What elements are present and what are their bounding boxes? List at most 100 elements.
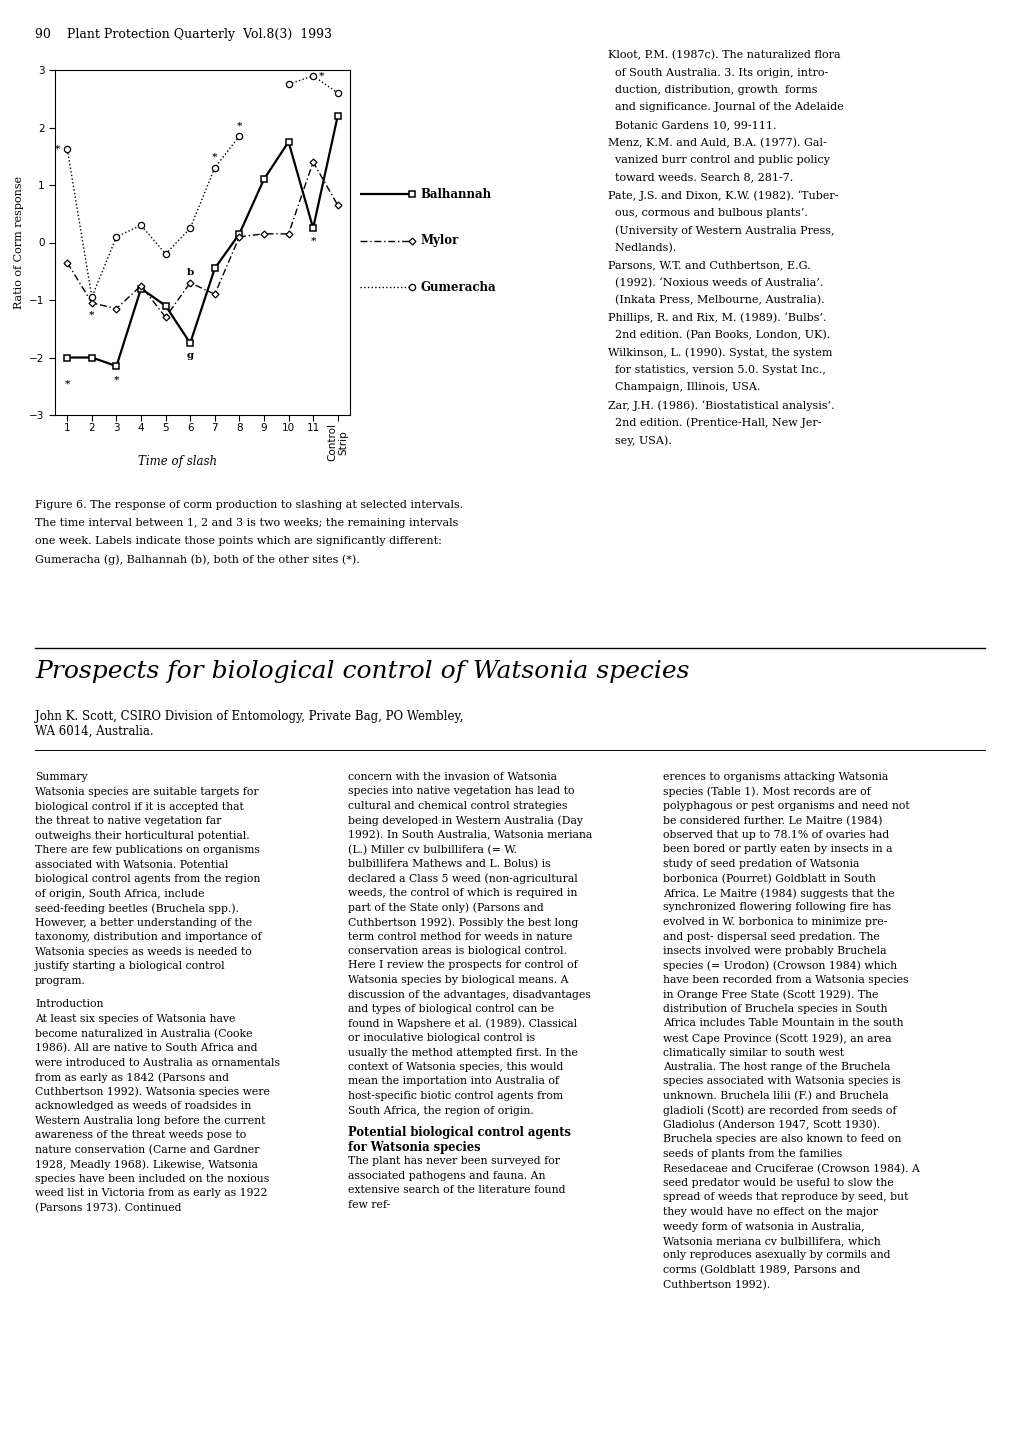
Text: evolved in W. borbonica to minimize pre-: evolved in W. borbonica to minimize pre- — [662, 916, 887, 926]
Text: in Orange Free State (Scott 1929). The: in Orange Free State (Scott 1929). The — [662, 990, 877, 1000]
Text: nature conservation (Carne and Gardner: nature conservation (Carne and Gardner — [35, 1144, 259, 1154]
Text: John K. Scott, CSIRO Division of Entomology, Private Bag, PO Wembley,: John K. Scott, CSIRO Division of Entomol… — [35, 710, 463, 723]
Text: insects involved were probably Bruchela: insects involved were probably Bruchela — [662, 947, 886, 957]
Text: Zar, J.H. (1986). ‘Biostatistical analysis’.: Zar, J.H. (1986). ‘Biostatistical analys… — [607, 400, 834, 411]
Text: Here I review the prospects for control of: Here I review the prospects for control … — [347, 961, 577, 971]
Text: Australia. The host range of the Bruchela: Australia. The host range of the Bruchel… — [662, 1062, 890, 1072]
Text: Summary: Summary — [35, 772, 88, 782]
Text: species (Table 1). Most records are of: species (Table 1). Most records are of — [662, 786, 870, 797]
Text: Resedaceae and Cruciferae (Crowson 1984). A: Resedaceae and Cruciferae (Crowson 1984)… — [662, 1163, 919, 1173]
Text: However, a better understanding of the: However, a better understanding of the — [35, 918, 252, 928]
Text: taxonomy, distribution and importance of: taxonomy, distribution and importance of — [35, 932, 261, 942]
Text: weeds, the control of which is required in: weeds, the control of which is required … — [347, 887, 577, 898]
Text: observed that up to 78.1% of ovaries had: observed that up to 78.1% of ovaries had — [662, 830, 889, 840]
Text: toward weeds. Search 8, 281-7.: toward weeds. Search 8, 281-7. — [607, 173, 793, 182]
Text: Prospects for biological control of Watsonia species: Prospects for biological control of Wats… — [35, 659, 689, 683]
Text: *: * — [212, 153, 217, 162]
Text: usually the method attempted first. In the: usually the method attempted first. In t… — [347, 1048, 578, 1058]
Text: Nedlands).: Nedlands). — [607, 242, 676, 253]
Text: of origin, South Africa, include: of origin, South Africa, include — [35, 889, 204, 899]
Text: being developed in Western Australia (Day: being developed in Western Australia (Da… — [347, 815, 583, 825]
Text: they would have no effect on the major: they would have no effect on the major — [662, 1206, 877, 1216]
Text: awareness of the threat weeds pose to: awareness of the threat weeds pose to — [35, 1130, 246, 1140]
Text: *: * — [163, 315, 168, 323]
Text: There are few publications on organisms: There are few publications on organisms — [35, 846, 260, 856]
Text: concern with the invasion of Watsonia: concern with the invasion of Watsonia — [347, 772, 556, 782]
Text: associated pathogens and fauna. An: associated pathogens and fauna. An — [347, 1170, 545, 1180]
Text: few ref-: few ref- — [347, 1199, 390, 1209]
Text: (Parsons 1973). Continued: (Parsons 1973). Continued — [35, 1202, 181, 1214]
Text: *: * — [89, 312, 95, 320]
Text: and post- dispersal seed predation. The: and post- dispersal seed predation. The — [662, 932, 878, 941]
Text: 2nd edition. (Prentice-Hall, New Jer-: 2nd edition. (Prentice-Hall, New Jer- — [607, 417, 820, 429]
Text: Balhannah: Balhannah — [421, 188, 491, 201]
Text: only reproduces asexually by cormils and: only reproduces asexually by cormils and — [662, 1251, 890, 1261]
Text: Phillips, R. and Rix, M. (1989). ‘Bulbs’.: Phillips, R. and Rix, M. (1989). ‘Bulbs’… — [607, 313, 825, 323]
Text: distribution of Bruchela species in South: distribution of Bruchela species in Sout… — [662, 1004, 887, 1014]
Text: Bruchela species are also known to feed on: Bruchela species are also known to feed … — [662, 1134, 901, 1144]
Text: Champaign, Illinois, USA.: Champaign, Illinois, USA. — [607, 382, 759, 392]
Text: Gladiolus (Anderson 1947, Scott 1930).: Gladiolus (Anderson 1947, Scott 1930). — [662, 1120, 879, 1130]
Text: justify starting a biological control: justify starting a biological control — [35, 961, 224, 971]
Text: (Inkata Press, Melbourne, Australia).: (Inkata Press, Melbourne, Australia). — [607, 294, 823, 306]
Text: Watsonia species by biological means. A: Watsonia species by biological means. A — [347, 975, 568, 986]
Text: Gumeracha: Gumeracha — [421, 281, 496, 294]
Text: acknowledged as weeds of roadsides in: acknowledged as weeds of roadsides in — [35, 1101, 251, 1111]
Text: vanized burr control and public policy: vanized burr control and public policy — [607, 154, 829, 165]
Text: Pate, J.S. and Dixon, K.W. (1982). ‘Tuber-: Pate, J.S. and Dixon, K.W. (1982). ‘Tube… — [607, 190, 838, 201]
Text: 2nd edition. (Pan Books, London, UK).: 2nd edition. (Pan Books, London, UK). — [607, 330, 829, 341]
Text: found in Wapshere et al. (1989). Classical: found in Wapshere et al. (1989). Classic… — [347, 1019, 577, 1029]
Text: duction, distribution, growth  forms: duction, distribution, growth forms — [607, 85, 816, 95]
Text: study of seed predation of Watsonia: study of seed predation of Watsonia — [662, 859, 859, 869]
Text: seeds of plants from the families: seeds of plants from the families — [662, 1149, 842, 1159]
Text: The plant has never been surveyed for: The plant has never been surveyed for — [347, 1156, 559, 1166]
Text: Watsonia species as weeds is needed to: Watsonia species as weeds is needed to — [35, 947, 252, 957]
Text: or inoculative biological control is: or inoculative biological control is — [347, 1033, 535, 1043]
Text: At least six species of Watsonia have: At least six species of Watsonia have — [35, 1014, 235, 1025]
Text: 1928, Meadly 1968). Likewise, Watsonia: 1928, Meadly 1968). Likewise, Watsonia — [35, 1159, 258, 1170]
Text: extensive search of the literature found: extensive search of the literature found — [347, 1185, 565, 1195]
Text: west Cape Province (Scott 1929), an area: west Cape Province (Scott 1929), an area — [662, 1033, 891, 1043]
Text: biological control if it is accepted that: biological control if it is accepted tha… — [35, 802, 244, 812]
Text: seed-feeding beetles (Bruchela spp.).: seed-feeding beetles (Bruchela spp.). — [35, 903, 238, 913]
Text: synchronized flowering following fire has: synchronized flowering following fire ha… — [662, 902, 891, 912]
Text: Africa. Le Maitre (1984) suggests that the: Africa. Le Maitre (1984) suggests that t… — [662, 887, 894, 899]
Text: conservation areas is biological control.: conservation areas is biological control… — [347, 947, 567, 957]
Text: spread of weeds that reproduce by seed, but: spread of weeds that reproduce by seed, … — [662, 1192, 908, 1202]
Text: Parsons, W.T. and Cuthbertson, E.G.: Parsons, W.T. and Cuthbertson, E.G. — [607, 260, 810, 270]
Text: unknown. Bruchela lilii (F.) and Bruchela: unknown. Bruchela lilii (F.) and Bruchel… — [662, 1091, 888, 1101]
Text: (University of Western Australia Press,: (University of Western Australia Press, — [607, 225, 834, 235]
Text: term control method for weeds in nature: term control method for weeds in nature — [347, 932, 572, 941]
Y-axis label: Ratio of Corm response: Ratio of Corm response — [13, 176, 23, 309]
Text: Cuthbertson 1992). Watsonia species were: Cuthbertson 1992). Watsonia species were — [35, 1087, 270, 1097]
Text: weed list in Victoria from as early as 1922: weed list in Victoria from as early as 1… — [35, 1188, 267, 1198]
Text: South Africa, the region of origin.: South Africa, the region of origin. — [347, 1105, 533, 1115]
Text: species associated with Watsonia species is: species associated with Watsonia species… — [662, 1076, 900, 1087]
Text: part of the State only) (Parsons and: part of the State only) (Parsons and — [347, 902, 543, 913]
Text: polyphagous or pest organisms and need not: polyphagous or pest organisms and need n… — [662, 801, 909, 811]
Text: context of Watsonia species, this would: context of Watsonia species, this would — [347, 1062, 562, 1072]
Text: b: b — [186, 268, 194, 277]
Text: *: * — [319, 71, 324, 81]
Text: Western Australia long before the current: Western Australia long before the curren… — [35, 1115, 265, 1126]
Text: bulbillifera Mathews and L. Bolus) is: bulbillifera Mathews and L. Bolus) is — [347, 859, 550, 869]
Text: and types of biological control can be: and types of biological control can be — [347, 1004, 553, 1014]
Text: host-specific biotic control agents from: host-specific biotic control agents from — [347, 1091, 562, 1101]
Text: seed predator would be useful to slow the: seed predator would be useful to slow th… — [662, 1177, 893, 1188]
Text: one week. Labels indicate those points which are significantly different:: one week. Labels indicate those points w… — [35, 535, 441, 545]
Text: borbonica (Pourret) Goldblatt in South: borbonica (Pourret) Goldblatt in South — [662, 873, 875, 883]
Text: Kloot, P.M. (1987c). The naturalized flora: Kloot, P.M. (1987c). The naturalized flo… — [607, 51, 840, 61]
Text: from as early as 1842 (Parsons and: from as early as 1842 (Parsons and — [35, 1072, 229, 1082]
Text: Figure 6. The response of corm production to slashing at selected intervals.: Figure 6. The response of corm productio… — [35, 501, 463, 509]
Text: species into native vegetation has lead to: species into native vegetation has lead … — [347, 786, 574, 797]
Text: Cuthbertson 1992).: Cuthbertson 1992). — [662, 1280, 769, 1290]
Text: Gumeracha (g), Balhannah (b), both of the other sites (*).: Gumeracha (g), Balhannah (b), both of th… — [35, 554, 360, 564]
Text: (L.) Miller cv bulbillifera (= W.: (L.) Miller cv bulbillifera (= W. — [347, 844, 517, 854]
Text: weedy form of watsonia in Australia,: weedy form of watsonia in Australia, — [662, 1222, 864, 1231]
Text: *: * — [64, 380, 70, 390]
Text: Potential biological control agents: Potential biological control agents — [347, 1126, 571, 1139]
Text: program.: program. — [35, 975, 86, 986]
Text: biological control agents from the region: biological control agents from the regio… — [35, 874, 260, 885]
Text: were introduced to Australia as ornamentals: were introduced to Australia as ornament… — [35, 1058, 280, 1068]
Text: species have been included on the noxious: species have been included on the noxiou… — [35, 1173, 269, 1183]
